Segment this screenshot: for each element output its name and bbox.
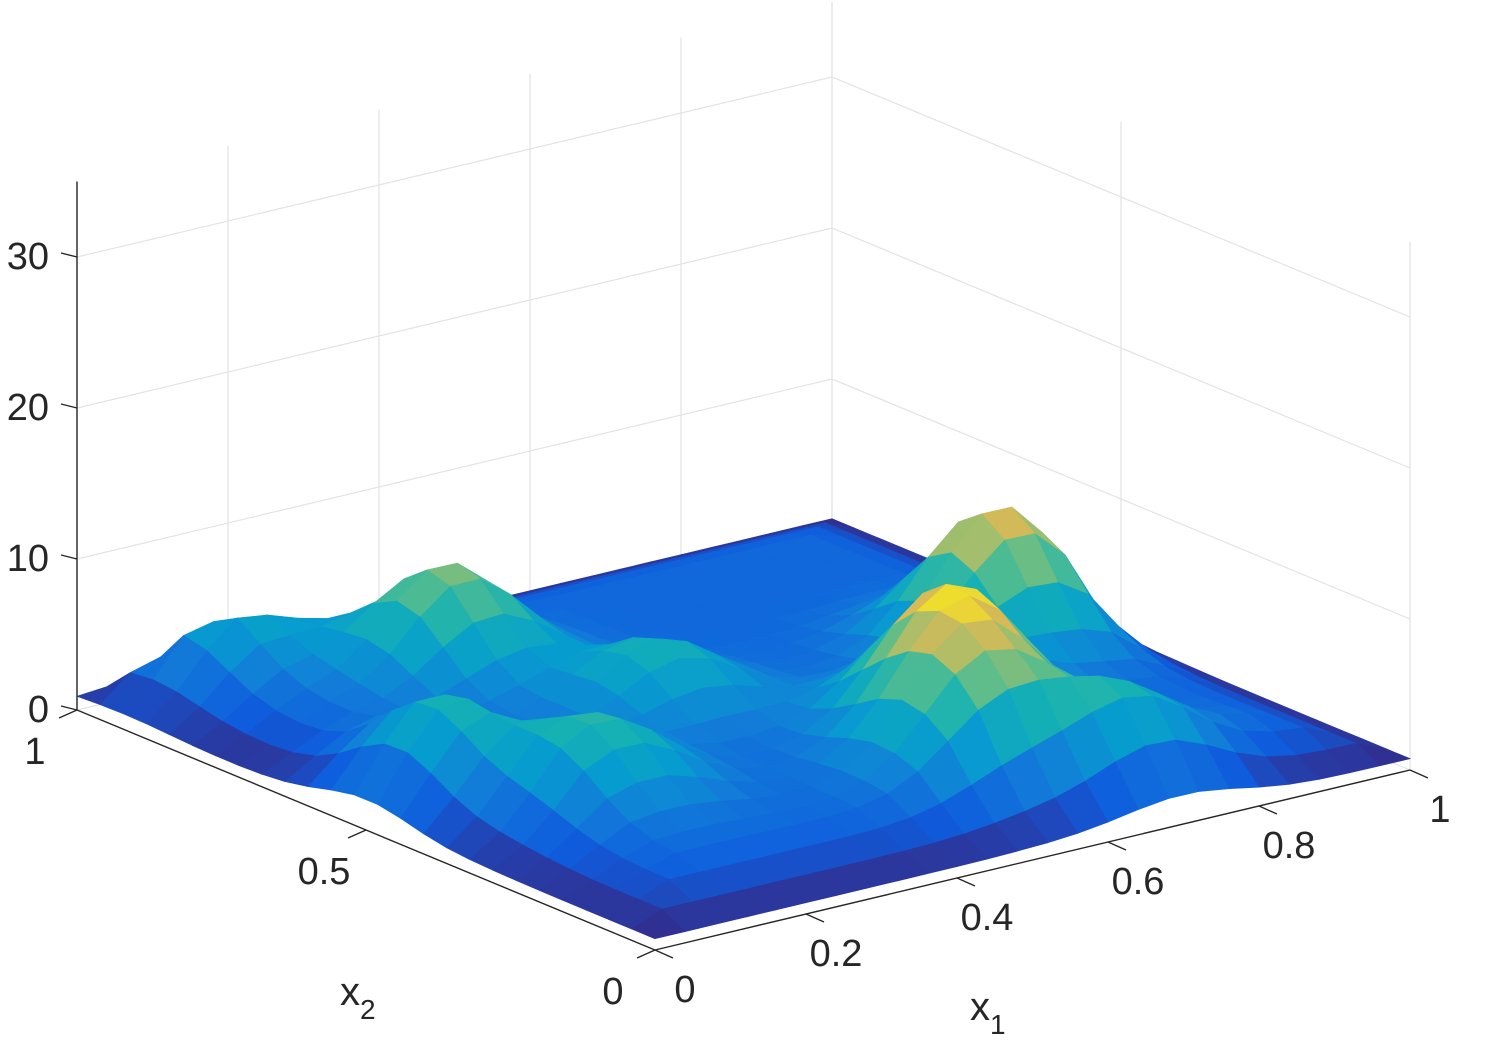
x1-tick	[654, 949, 674, 959]
surface-face	[631, 908, 686, 940]
grid-line-z	[831, 378, 1411, 620]
x1-tick	[805, 913, 825, 923]
x1-tick	[1107, 841, 1127, 851]
z-tick-label: 20	[7, 387, 49, 429]
x1-tick-label: 0.8	[1263, 825, 1316, 867]
z-tick-label: 30	[7, 236, 49, 278]
x1-tick-label: 0.6	[1112, 861, 1165, 903]
grid-line-z	[831, 76, 1411, 318]
z-tick-label: 10	[7, 538, 49, 580]
grid-line-z	[76, 227, 833, 409]
z-tick	[60, 705, 78, 711]
x2-tick	[58, 709, 78, 719]
x2-axis-label: x2	[340, 970, 376, 1025]
x2-tick-label: 0.5	[298, 851, 351, 893]
surface-layer	[75, 506, 1412, 940]
x1-tick	[956, 877, 976, 887]
z-tick	[60, 403, 78, 409]
z-tick-label: 0	[28, 689, 49, 731]
x2-tick-label: 0	[602, 971, 623, 1013]
x1-tick-label: 0.2	[810, 933, 863, 975]
x1-tick-label: 0	[674, 969, 695, 1011]
x1-axis-label: x1	[970, 985, 1006, 1040]
x1-tick	[1258, 805, 1278, 815]
x2-tick	[636, 949, 656, 959]
grid-line-z	[76, 378, 833, 560]
x1-tick-label: 1	[1429, 789, 1450, 831]
x1-axis-line	[654, 769, 1411, 951]
z-tick	[60, 252, 78, 258]
z-tick	[60, 554, 78, 560]
x2-tick-label: 1	[24, 731, 45, 773]
x1-tick	[1409, 769, 1429, 779]
grid-line-z	[76, 76, 833, 258]
x2-tick	[347, 829, 367, 839]
label-layer: x1 x2	[340, 970, 1006, 1040]
x1-tick-label: 0.4	[961, 897, 1014, 939]
grid-line-z	[831, 227, 1411, 469]
